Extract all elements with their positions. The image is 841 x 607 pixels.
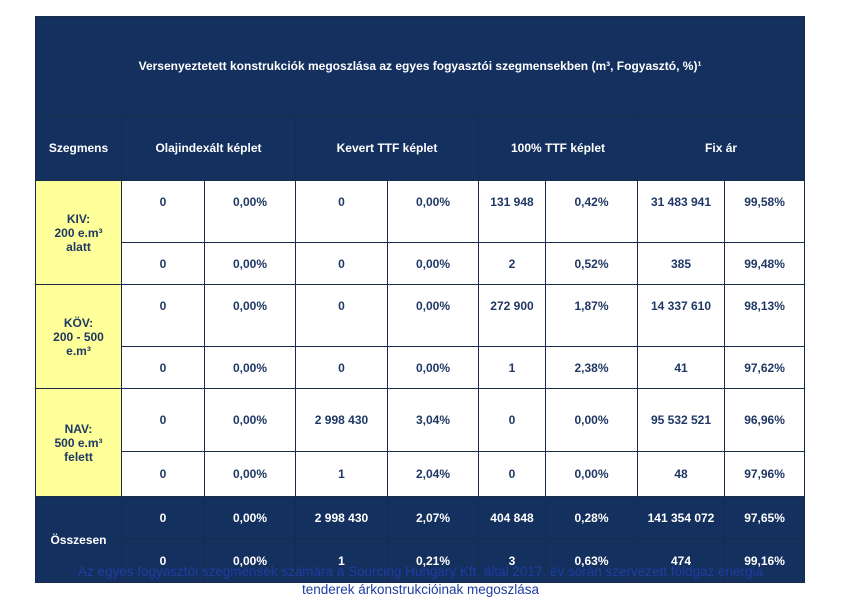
table-cell: 0,00% — [204, 346, 296, 389]
table-cell: 99,58% — [723, 180, 806, 243]
table-cell: 131 948 — [478, 180, 546, 243]
table-cell: 0,00% — [545, 451, 638, 497]
table-cell: 41 — [637, 346, 725, 389]
table-cell: 0 — [121, 388, 205, 452]
segment-label: 500 e.m³ — [54, 435, 103, 450]
table-cell: 0 — [295, 242, 388, 285]
table-cell: 3,04% — [387, 388, 479, 452]
table-cell: 0,00% — [204, 496, 296, 539]
table-cell: 48 — [637, 451, 725, 497]
segment-label: 200 e.m³ — [54, 225, 103, 240]
table-cell: 0,63% — [545, 538, 638, 583]
table-cell: 0,52% — [545, 242, 638, 285]
table-row: KIV: 200 e.m³ alatt 0 0,00% 0 0,00% 131 … — [35, 180, 806, 285]
table-row: NAV: 500 e.m³ felett 0 0,00% 2 998 430 3… — [35, 388, 806, 497]
header-100-ttf: 100% TTF képlet — [478, 115, 638, 181]
table-cell: 31 483 941 — [637, 180, 725, 243]
table-cell: 0 — [295, 180, 388, 243]
table-cell: 0,00% — [387, 180, 479, 243]
table-cell: 0 — [121, 451, 205, 497]
table-cell: 0 — [478, 388, 546, 452]
table-cell: 1 — [295, 451, 388, 497]
table-row: 0 0,00% 0 0,00% 1 2,38% 41 97,62% — [36, 346, 806, 389]
table-cell: 141 354 072 — [637, 496, 725, 539]
segment-kov: KÖV: 200 - 500 e.m³ — [35, 284, 122, 389]
table-cell: 0,00% — [204, 242, 296, 285]
table-row: Összesen 0 0,00% 2 998 430 2,07% 404 848… — [35, 496, 806, 583]
table-cell: 1,87% — [545, 284, 638, 347]
caption-line-1: Az egyes fogyasztói szegmensek számára a… — [77, 564, 764, 579]
table-cell: 404 848 — [478, 496, 546, 539]
header-segment: Szegmens — [35, 115, 122, 181]
header-kevert-ttf: Kevert TTF képlet — [295, 115, 479, 181]
table-caption: Az egyes fogyasztói szegmensek számára a… — [0, 563, 841, 599]
caption-line-2: tenderek árkonstrukcióinak megoszlása — [301, 582, 540, 597]
table-row: 0 0,00% 1 0,21% 3 0,63% 474 99,16% — [36, 538, 806, 583]
table-cell: 1 — [478, 346, 546, 389]
table-cell: 0,28% — [545, 496, 638, 539]
table-cell: 0 — [295, 346, 388, 389]
segment-nav: NAV: 500 e.m³ felett — [35, 388, 122, 497]
table-cell: 0,00% — [204, 284, 296, 347]
table-cell: 97,62% — [723, 346, 806, 389]
table-cell: 0,00% — [204, 388, 296, 452]
table-cell: 2,04% — [387, 451, 479, 497]
table-cell: 272 900 — [478, 284, 546, 347]
table-cell: 0,00% — [387, 242, 479, 285]
table-cell: 97,65% — [723, 496, 806, 539]
segment-kiv: KIV: 200 e.m³ alatt — [35, 180, 122, 285]
table-cell: 0 — [121, 346, 205, 389]
table-cell: 474 — [637, 538, 725, 583]
segment-label: KÖV: — [63, 315, 94, 330]
table-cell: 0,21% — [387, 538, 479, 583]
table-cell: 0,00% — [204, 538, 296, 583]
segment-label: KIV: — [66, 211, 91, 226]
table-cell: 0 — [121, 496, 205, 539]
segment-label: e.m³ — [66, 343, 91, 358]
table-cell: 0 — [295, 284, 388, 347]
table-row: KÖV: 200 - 500 e.m³ 0 0,00% 0 0,00% 272 … — [35, 284, 806, 389]
segment-label: felett — [64, 449, 93, 464]
table-cell: 96,96% — [723, 388, 806, 452]
table-row: 0 0,00% 0 0,00% 2 0,52% 385 99,48% — [36, 242, 806, 285]
table-cell: 0,42% — [545, 180, 638, 243]
header-olajindexalt: Olajindexált képlet — [121, 115, 296, 181]
table-cell: 0,00% — [204, 180, 296, 243]
segment-label: alatt — [66, 239, 91, 254]
table-cell: 97,96% — [723, 451, 806, 497]
table-cell: 0,00% — [387, 284, 479, 347]
table-cell: 2,07% — [387, 496, 479, 539]
table-cell: 0,00% — [387, 346, 479, 389]
table-cell: 0 — [121, 180, 205, 243]
table-cell: 95 532 521 — [637, 388, 725, 452]
segment-label: NAV: — [64, 421, 93, 436]
table-cell: 2 998 430 — [295, 388, 388, 452]
segment-total: Összesen — [35, 496, 122, 583]
table-cell: 99,48% — [723, 242, 806, 285]
segment-label: 200 - 500 — [53, 329, 104, 344]
data-table: Versenyeztetett konstrukciók megoszlása … — [34, 16, 806, 583]
table-cell: 3 — [478, 538, 546, 583]
table-cell: 98,13% — [723, 284, 806, 347]
table-cell: 2 — [478, 242, 546, 285]
table-cell: 0 — [121, 284, 205, 347]
table-cell: 0 — [121, 242, 205, 285]
table-cell: 2,38% — [545, 346, 638, 389]
header-fix-ar: Fix ár — [636, 115, 806, 181]
table-cell: 99,16% — [723, 538, 806, 583]
table-cell: 0 — [478, 451, 546, 497]
table-row: 0 0,00% 1 2,04% 0 0,00% 48 97,96% — [36, 451, 806, 497]
table-cell: 14 337 610 — [637, 284, 725, 347]
table-title: Versenyeztetett konstrukciók megoszlása … — [34, 16, 806, 116]
table-cell: 385 — [637, 242, 725, 285]
table-cell: 2 998 430 — [295, 496, 388, 539]
table-cell: 0,00% — [204, 451, 296, 497]
table-cell: 1 — [295, 538, 388, 583]
table-cell: 0,00% — [545, 388, 638, 452]
